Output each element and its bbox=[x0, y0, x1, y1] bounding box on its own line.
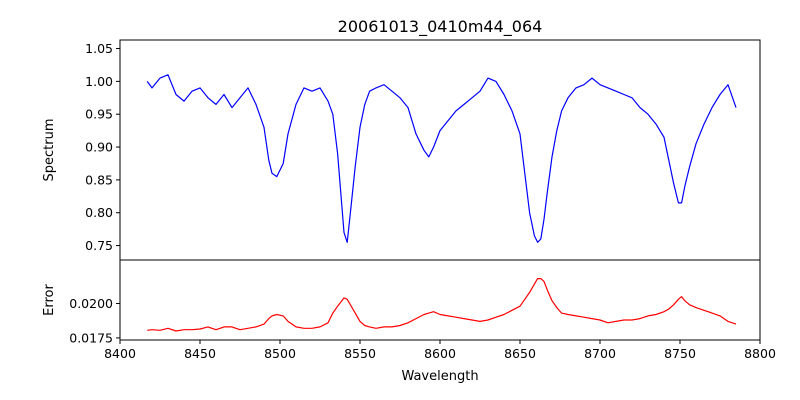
error-y-axis: 0.0175 0.0200 bbox=[69, 296, 120, 345]
xtick-label: 8400 bbox=[104, 346, 136, 361]
spectrum-ytick-label: 0.85 bbox=[85, 172, 113, 187]
error-ytick-label: 0.0175 bbox=[69, 330, 113, 345]
spectrum-ytick-label: 1.05 bbox=[85, 41, 113, 56]
spectrum-ytick-label: 1.00 bbox=[85, 74, 113, 89]
xtick-label: 8750 bbox=[664, 346, 696, 361]
xtick-label: 8500 bbox=[264, 346, 296, 361]
xtick-label: 8700 bbox=[584, 346, 616, 361]
chart-title: 20061013_0410m44_064 bbox=[338, 17, 543, 37]
spectrum-y-label: Spectrum bbox=[42, 119, 57, 182]
spectrum-panel: Spectrum 0.75 0.80 0.85 0.90 0.95 1.00 1.05 bbox=[42, 39, 761, 261]
xtick-label: 8800 bbox=[744, 346, 776, 361]
spectrum-ytick-label: 0.95 bbox=[85, 107, 113, 122]
wavelength-x-axis: 8400 8450 8500 8550 8600 8650 8700 8750 8800 bbox=[104, 340, 776, 361]
spectrum-ytick-label: 0.80 bbox=[85, 205, 113, 220]
spectrum-ytick-label: 0.75 bbox=[85, 238, 113, 253]
xtick-label: 8550 bbox=[344, 346, 376, 361]
x-axis-label: Wavelength bbox=[401, 369, 478, 384]
xtick-label: 8650 bbox=[504, 346, 536, 361]
spectrum-plot-frame bbox=[119, 39, 761, 261]
error-series-line bbox=[147, 278, 737, 332]
xtick-label: 8450 bbox=[184, 346, 216, 361]
spectrum-y-axis: 0.75 0.80 0.85 0.90 0.95 1.00 1.05 bbox=[85, 41, 120, 253]
spectrum-series-line bbox=[146, 74, 737, 243]
xtick-label: 8600 bbox=[424, 346, 456, 361]
error-y-label: Error bbox=[42, 284, 57, 316]
error-plot-frame bbox=[119, 259, 761, 341]
spectrum-ytick-label: 0.90 bbox=[85, 140, 113, 155]
error-ytick-label: 0.0200 bbox=[69, 296, 113, 311]
